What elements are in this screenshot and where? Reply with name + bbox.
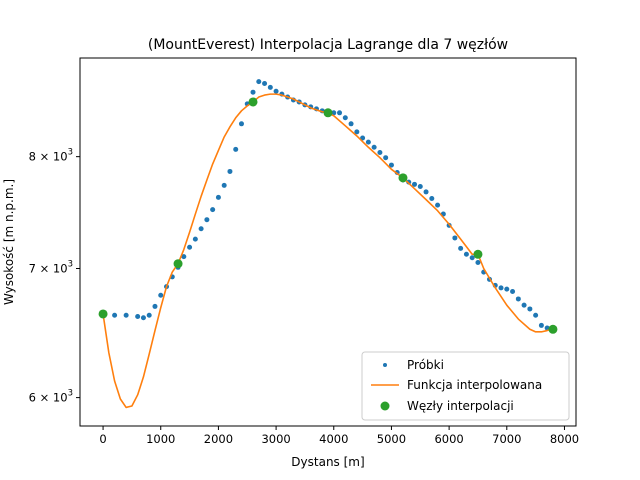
sample-point bbox=[383, 155, 389, 161]
sample-point bbox=[187, 244, 193, 250]
sample-point bbox=[475, 260, 481, 266]
sample-point bbox=[123, 312, 129, 318]
sample-point bbox=[515, 296, 521, 302]
series-nodes bbox=[98, 97, 558, 334]
legend-label-interpolated: Funkcja interpolowana bbox=[407, 378, 542, 392]
sample-point bbox=[204, 217, 210, 223]
x-tick-label: 1000 bbox=[146, 432, 175, 446]
legend-label-samples: Próbki bbox=[407, 358, 444, 372]
interpolation-node bbox=[323, 108, 333, 118]
sample-point bbox=[135, 314, 141, 320]
sample-point bbox=[152, 303, 158, 309]
sample-point bbox=[354, 129, 360, 135]
sample-point bbox=[417, 183, 423, 189]
x-tick-label: 7000 bbox=[492, 432, 521, 446]
axes-frame bbox=[79, 57, 577, 427]
sample-point bbox=[342, 115, 348, 121]
interpolation-node bbox=[548, 324, 558, 334]
sample-point bbox=[365, 139, 371, 145]
sample-point bbox=[452, 235, 458, 241]
sample-point bbox=[533, 312, 539, 318]
sample-point bbox=[221, 182, 227, 188]
sample-point bbox=[388, 162, 394, 168]
sample-point bbox=[521, 302, 527, 308]
x-tick-label: 8000 bbox=[550, 432, 579, 446]
sample-point bbox=[227, 168, 233, 174]
sample-point bbox=[423, 189, 429, 195]
plot-series bbox=[98, 79, 558, 409]
y-axis-ticks: 6 × 103 7 × 103 8 × 103 bbox=[29, 148, 80, 405]
legend-label-nodes: Węzły interpolacji bbox=[407, 399, 514, 413]
sample-point bbox=[210, 207, 216, 213]
sample-point bbox=[256, 79, 262, 85]
sample-point bbox=[371, 144, 377, 150]
legend: Próbki Funkcja interpolowana Węzły inter… bbox=[361, 351, 570, 421]
interpolated-line bbox=[102, 93, 554, 409]
sample-point bbox=[527, 306, 533, 312]
interpolation-node bbox=[473, 249, 483, 259]
legend-box bbox=[361, 351, 570, 421]
interpolation-node bbox=[98, 309, 108, 319]
interpolation-node bbox=[173, 259, 183, 269]
y-tick-label: 7 × 103 bbox=[29, 259, 73, 275]
series-samples bbox=[100, 79, 556, 334]
sample-point bbox=[504, 286, 510, 292]
y-tick-label: 6 × 103 bbox=[29, 389, 73, 405]
sample-point bbox=[192, 236, 198, 242]
x-tick-label: 0 bbox=[99, 432, 106, 446]
sample-point bbox=[181, 254, 187, 260]
sample-point bbox=[377, 149, 383, 155]
sample-point bbox=[140, 315, 146, 321]
sample-point bbox=[435, 202, 441, 208]
chart-title: (MountEverest) Interpolacja Lagrange dla… bbox=[148, 37, 508, 53]
sample-point bbox=[262, 81, 268, 87]
legend-swatch-samples bbox=[383, 363, 387, 367]
sample-point bbox=[348, 121, 354, 127]
interpolation-node bbox=[248, 97, 258, 107]
sample-point bbox=[458, 245, 464, 251]
sample-point bbox=[267, 84, 273, 90]
y-tick-label: 8 × 103 bbox=[29, 148, 73, 164]
sample-point bbox=[498, 285, 504, 291]
interpolation-node bbox=[398, 173, 408, 183]
legend-swatch-nodes bbox=[380, 401, 390, 411]
sample-point bbox=[233, 146, 239, 152]
sample-point bbox=[273, 88, 279, 94]
sample-point bbox=[238, 121, 244, 127]
x-tick-label: 3000 bbox=[261, 432, 290, 446]
sample-point bbox=[469, 255, 475, 261]
sample-point bbox=[510, 289, 516, 295]
sample-point bbox=[463, 251, 469, 257]
sample-point bbox=[112, 312, 118, 318]
sample-point bbox=[337, 110, 343, 116]
x-tick-label: 2000 bbox=[204, 432, 233, 446]
x-axis-label: Dystans [m] bbox=[291, 455, 364, 469]
x-tick-label: 6000 bbox=[434, 432, 463, 446]
sample-point bbox=[146, 312, 152, 318]
y-axis-label: Wysokość [m n.p.m.] bbox=[2, 179, 16, 305]
sample-point bbox=[198, 226, 204, 232]
sample-point bbox=[412, 181, 418, 187]
x-tick-label: 5000 bbox=[377, 432, 406, 446]
sample-point bbox=[215, 194, 221, 200]
sample-point bbox=[360, 135, 366, 141]
x-tick-label: 4000 bbox=[319, 432, 348, 446]
sample-point bbox=[331, 110, 337, 116]
sample-point bbox=[158, 292, 164, 298]
x-axis-ticks: 0 1000 2000 3000 4000 5000 6000 7000 8000 bbox=[99, 426, 579, 446]
sample-point bbox=[250, 89, 256, 95]
sample-point bbox=[429, 196, 435, 202]
sample-point bbox=[538, 322, 544, 328]
